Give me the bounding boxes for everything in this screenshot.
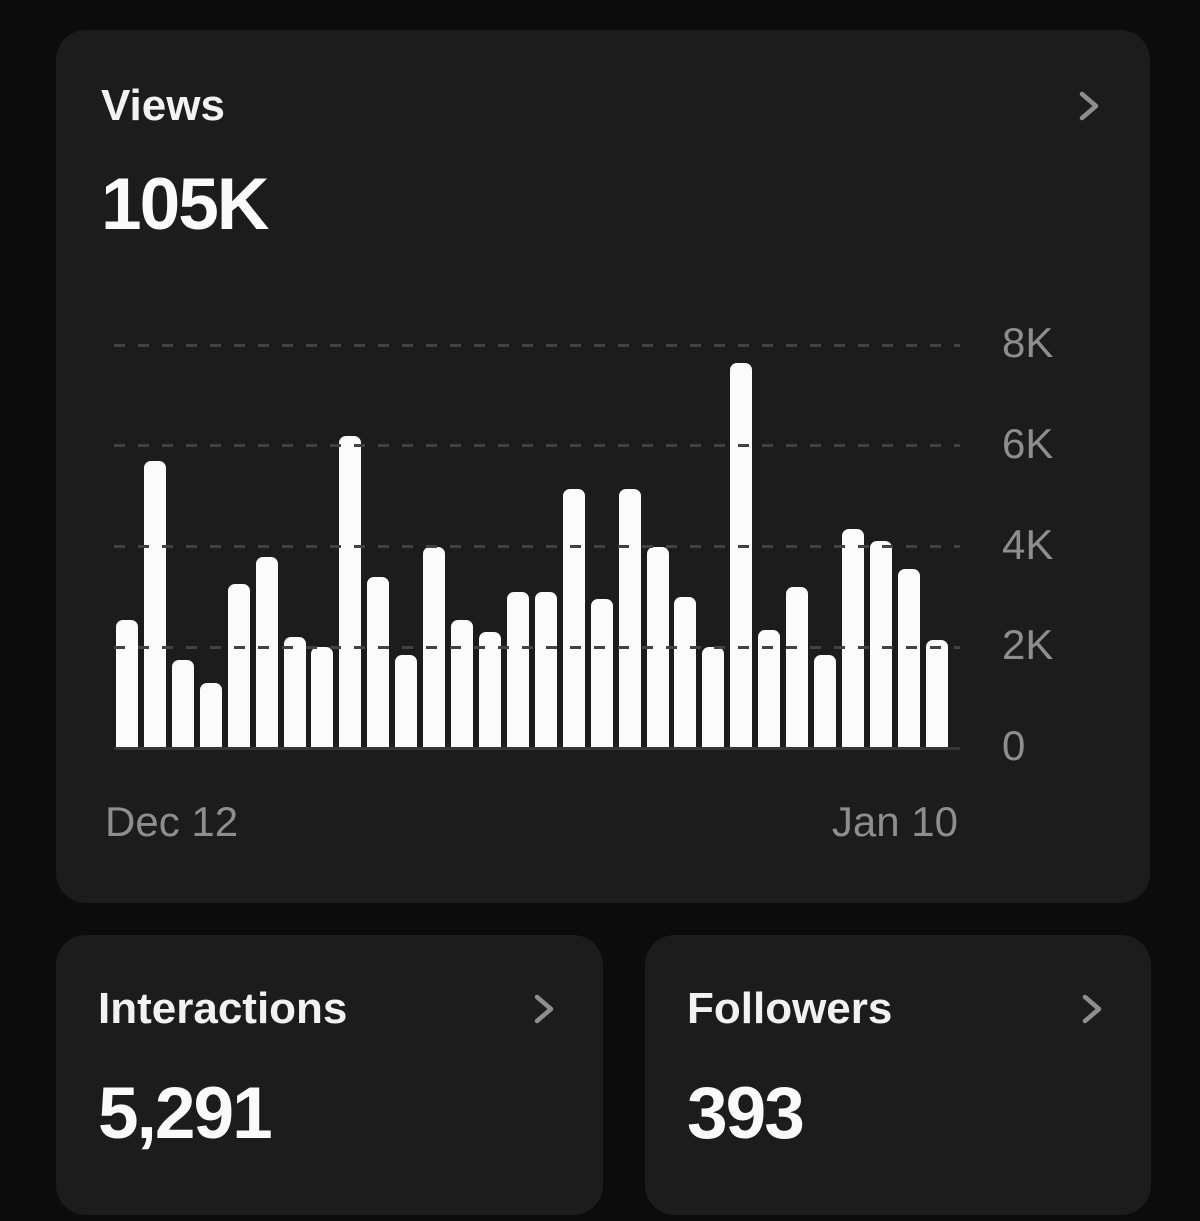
followers-card-header: Followers — [687, 981, 1103, 1037]
bar-dec-21[interactable] — [367, 576, 390, 748]
bar-jan-6[interactable] — [814, 654, 837, 748]
x-axis-baseline — [114, 747, 960, 750]
bar-jan-1[interactable] — [674, 596, 697, 748]
x-axis-start-label: Dec 12 — [105, 798, 239, 845]
bar-jan-4[interactable] — [758, 629, 781, 748]
bar-dec-20[interactable] — [339, 435, 362, 748]
followers-title: Followers — [687, 984, 893, 1033]
bar-dec-27[interactable] — [534, 591, 557, 748]
views-card-header[interactable]: Views — [101, 78, 1100, 134]
gridline-4000 — [114, 545, 960, 548]
bar-dec-13[interactable] — [143, 460, 166, 748]
followers-card[interactable]: Followers 393 — [645, 935, 1151, 1215]
bar-dec-14[interactable] — [171, 659, 194, 748]
bar-dec-19[interactable] — [311, 647, 334, 748]
plot-area — [114, 344, 960, 750]
x-axis-labels: Dec 12 Jan 10 — [105, 796, 958, 848]
bar-jan-2[interactable] — [702, 647, 725, 748]
interactions-card-header: Interactions — [98, 981, 555, 1037]
x-axis-end-label: Jan 10 — [831, 798, 958, 845]
interactions-title: Interactions — [98, 984, 348, 1033]
chevron-right-icon[interactable] — [1078, 90, 1100, 122]
interactions-value: 5,291 — [98, 1073, 273, 1154]
views-title: Views — [101, 81, 225, 130]
followers-value: 393 — [687, 1073, 805, 1154]
bar-dec-30[interactable] — [618, 488, 641, 748]
bar-jan-5[interactable] — [786, 586, 809, 748]
y-tick-label-6K: 6K — [1002, 420, 1054, 467]
bar-dec-22[interactable] — [395, 654, 418, 748]
bar-jan-10[interactable] — [925, 639, 948, 748]
bar-dec-24[interactable] — [451, 619, 474, 748]
bar-dec-25[interactable] — [478, 632, 501, 748]
views-total: 105K — [101, 164, 270, 245]
bar-jan-8[interactable] — [869, 541, 892, 748]
bar-dec-29[interactable] — [590, 599, 613, 748]
chevron-right-icon[interactable] — [1081, 993, 1103, 1025]
bar-dec-16[interactable] — [227, 584, 250, 748]
gridline-2000 — [114, 646, 960, 649]
bar-jan-3[interactable] — [730, 362, 753, 748]
bar-jan-9[interactable] — [897, 569, 920, 748]
y-tick-label-2K: 2K — [1002, 621, 1054, 668]
bar-jan-7[interactable] — [841, 528, 864, 748]
y-tick-label-8K: 8K — [1002, 319, 1054, 366]
y-tick-label-0: 0 — [1002, 722, 1026, 769]
gridline-6000 — [114, 444, 960, 447]
gridline-8000 — [114, 344, 960, 347]
bar-dec-15[interactable] — [199, 682, 222, 748]
bars-container — [116, 345, 948, 748]
bar-dec-28[interactable] — [562, 488, 585, 748]
chevron-right-icon[interactable] — [533, 993, 555, 1025]
bar-dec-12[interactable] — [116, 619, 138, 748]
interactions-card[interactable]: Interactions 5,291 — [56, 935, 603, 1215]
y-tick-label-4K: 4K — [1002, 521, 1054, 568]
bar-dec-26[interactable] — [506, 591, 529, 748]
bar-dec-17[interactable] — [255, 556, 278, 748]
bar-dec-18[interactable] — [283, 637, 306, 748]
views-card: Views 105K 0 2K 4K 6K 8K Dec 12 Jan 10 — [56, 30, 1150, 903]
